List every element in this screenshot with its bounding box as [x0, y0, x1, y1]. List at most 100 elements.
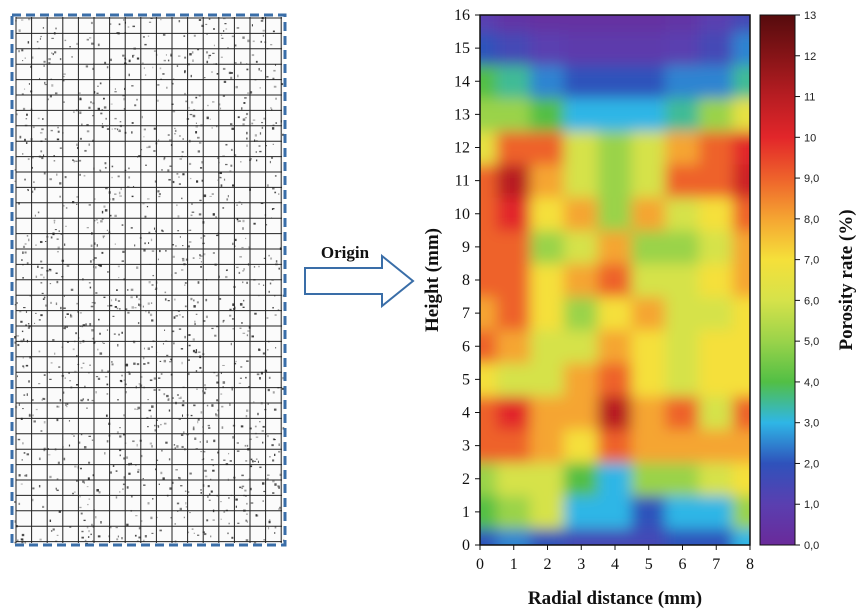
- contour-cell: [563, 461, 599, 496]
- pore: [114, 91, 117, 93]
- pore: [250, 465, 253, 468]
- pore: [216, 399, 219, 402]
- contour-cell: [480, 527, 498, 545]
- pore: [118, 277, 120, 279]
- contour-cell: [480, 130, 498, 165]
- pore: [114, 243, 116, 245]
- pore: [80, 399, 83, 402]
- pore: [44, 138, 47, 140]
- pore: [37, 211, 40, 214]
- contour-cell: [732, 262, 750, 298]
- pore: [121, 331, 123, 334]
- pore: [158, 483, 160, 486]
- pore: [102, 97, 105, 100]
- pore: [272, 143, 275, 145]
- pore: [18, 29, 21, 32]
- pore: [253, 265, 256, 268]
- pore: [230, 343, 232, 345]
- pore: [232, 184, 235, 187]
- pore: [111, 128, 113, 130]
- pore: [174, 133, 176, 135]
- pore: [265, 145, 267, 147]
- pore: [134, 408, 137, 410]
- pore: [230, 72, 233, 74]
- contour-cell: [496, 527, 532, 545]
- pore: [156, 419, 158, 421]
- pore: [107, 271, 109, 273]
- pore: [249, 158, 252, 160]
- pore: [84, 539, 87, 542]
- pore: [277, 309, 280, 311]
- contour-cell: [732, 494, 750, 529]
- pore: [51, 52, 53, 54]
- pore: [275, 122, 278, 124]
- pore: [62, 391, 65, 394]
- colorbar-tick-label: 11: [804, 92, 815, 104]
- pore: [250, 487, 252, 491]
- pore: [40, 314, 43, 317]
- y-axis-label: Height (mm): [422, 228, 443, 332]
- pore: [151, 284, 154, 286]
- pore: [65, 207, 68, 209]
- pore: [96, 489, 99, 492]
- pore: [196, 301, 199, 304]
- pore: [69, 380, 71, 382]
- contour-cell: [631, 229, 667, 264]
- pore: [26, 262, 29, 265]
- pore: [230, 76, 233, 80]
- pore: [88, 435, 91, 437]
- pore: [123, 457, 126, 460]
- pore: [246, 281, 248, 284]
- pore: [230, 148, 233, 151]
- pore: [184, 335, 186, 339]
- pore: [161, 169, 163, 171]
- pore: [269, 519, 271, 521]
- pore: [212, 464, 215, 467]
- pore: [181, 151, 184, 153]
- pore: [65, 403, 67, 407]
- contour-cell: [480, 329, 498, 364]
- y-tick-label: 2: [462, 471, 470, 488]
- pore: [150, 516, 153, 520]
- pore: [40, 282, 43, 284]
- pore: [17, 438, 21, 441]
- pore: [86, 503, 89, 506]
- x-axis-label: Radial distance (mm): [528, 588, 702, 609]
- pore: [195, 313, 198, 315]
- pore: [199, 366, 202, 369]
- pore: [128, 167, 130, 170]
- contour-cell: [698, 527, 734, 545]
- pore: [158, 377, 161, 379]
- pore: [143, 363, 146, 365]
- pore: [147, 502, 150, 505]
- pore: [212, 252, 215, 254]
- pore: [188, 229, 191, 231]
- pore: [28, 414, 31, 417]
- pore: [266, 76, 269, 78]
- pore: [154, 424, 156, 427]
- pore: [136, 363, 140, 366]
- contour-cell: [698, 15, 734, 33]
- pore: [84, 149, 87, 152]
- pore: [212, 469, 215, 472]
- pore: [117, 265, 120, 268]
- pore: [254, 425, 257, 428]
- pore: [43, 154, 45, 157]
- pore: [111, 165, 114, 168]
- pore: [192, 257, 195, 259]
- contour-cell: [496, 362, 532, 397]
- pore: [163, 157, 166, 161]
- pore: [128, 472, 131, 475]
- contour-cell: [698, 461, 734, 496]
- pore: [63, 307, 66, 310]
- pore: [85, 323, 87, 326]
- pore: [151, 532, 154, 534]
- pore: [40, 150, 43, 153]
- pore: [63, 457, 66, 461]
- pore: [106, 128, 109, 130]
- pore: [106, 440, 109, 443]
- pore: [274, 531, 276, 534]
- x-tick-label: 1: [510, 556, 518, 573]
- pore: [52, 53, 54, 56]
- pore: [185, 100, 188, 103]
